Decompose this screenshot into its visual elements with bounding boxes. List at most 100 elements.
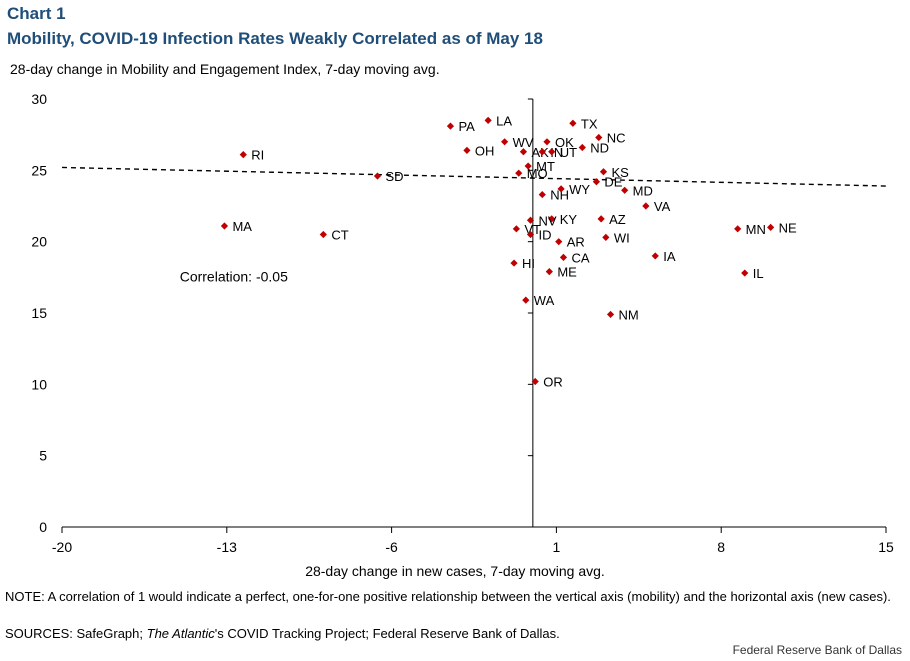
x-tick-label: 15 <box>878 539 894 555</box>
sources-italic: The Atlantic <box>146 626 215 641</box>
point-label-ok: OK <box>555 135 574 150</box>
point-ia <box>651 252 659 260</box>
sources-suffix: 's COVID Tracking Project; Federal Reser… <box>214 626 560 641</box>
point-id <box>526 230 535 239</box>
point-label-nv: NV <box>539 213 557 228</box>
point-label-nm: NM <box>619 307 639 322</box>
point-tx <box>569 119 577 127</box>
x-tick-label: -13 <box>217 539 237 555</box>
point-il <box>741 269 749 277</box>
point-label-ma: MA <box>232 219 252 234</box>
point-ks <box>599 168 608 176</box>
point-ok <box>543 138 551 146</box>
point-pa <box>446 122 455 130</box>
x-tick-label: 8 <box>717 539 725 555</box>
point-label-ia: IA <box>663 249 676 264</box>
point-label-oh: OH <box>475 143 495 158</box>
chart-title: Mobility, COVID-19 Infection Rates Weakl… <box>7 29 543 48</box>
point-label-ne: NE <box>779 220 797 235</box>
point-hi <box>510 259 518 267</box>
point-label-nd: ND <box>590 141 609 156</box>
point-wy <box>557 185 565 193</box>
point-label-ri: RI <box>251 148 264 163</box>
point-ri <box>239 151 247 159</box>
point-ar <box>555 238 563 246</box>
point-label-wy: WY <box>569 182 590 197</box>
point-sd <box>373 172 382 180</box>
point-oh <box>463 146 471 154</box>
point-label-hi: HI <box>522 256 535 271</box>
point-label-tx: TX <box>581 116 598 131</box>
point-mn <box>734 225 742 233</box>
y-tick-label: 30 <box>31 91 47 107</box>
point-wa <box>522 296 530 304</box>
point-label-az: AZ <box>609 212 626 227</box>
point-label-id: ID <box>539 228 552 243</box>
point-la <box>484 116 492 124</box>
point-me <box>545 268 553 276</box>
point-label-sd: SD <box>385 169 403 184</box>
x-tick-label: -6 <box>385 539 398 555</box>
point-nv <box>526 216 535 224</box>
chart-number: Chart 1 <box>7 4 66 23</box>
point-label-in: IN <box>550 145 563 160</box>
point-ak <box>519 148 528 156</box>
point-label-nh: NH <box>550 188 569 203</box>
point-label-ks: KS <box>611 165 629 180</box>
point-nm <box>606 310 615 319</box>
point-wv <box>501 138 509 146</box>
point-label-wi: WI <box>614 230 630 245</box>
point-or <box>531 377 539 386</box>
point-label-wv: WV <box>513 135 534 150</box>
y-tick-label: 5 <box>39 448 47 464</box>
y-tick-label: 15 <box>31 305 47 321</box>
y-tick-label: 0 <box>39 519 47 535</box>
y-tick-label: 25 <box>31 162 47 178</box>
point-az <box>597 215 605 223</box>
point-de <box>592 178 601 186</box>
point-label-wa: WA <box>534 293 555 308</box>
credit-line: Federal Reserve Bank of Dallas <box>732 643 902 657</box>
point-label-mo: MO <box>527 166 548 181</box>
point-ca <box>559 253 568 261</box>
point-label-de: DE <box>604 175 622 190</box>
point-va <box>642 202 650 210</box>
point-ky <box>548 215 556 223</box>
point-label-or: OR <box>543 374 563 389</box>
point-label-la: LA <box>496 113 512 128</box>
point-label-ar: AR <box>567 235 585 250</box>
point-label-ut: UT <box>560 145 577 160</box>
point-label-md: MD <box>633 183 653 198</box>
chart-note: NOTE: A correlation of 1 would indicate … <box>5 589 891 604</box>
data-points: RIMACTSDPALAWVOHTXNCOKNDAKINUTMTMOKSDEMD… <box>220 113 797 389</box>
point-in <box>538 148 546 156</box>
point-ut <box>548 148 556 156</box>
x-axis-label: 28-day change in new cases, 7-day moving… <box>305 563 605 579</box>
axes: -20 -13 -6 1 8 15 0 5 10 15 20 25 30 <box>31 91 894 555</box>
point-vt <box>512 225 520 233</box>
point-label-va: VA <box>654 199 671 214</box>
point-label-me: ME <box>557 265 577 280</box>
point-wi <box>602 233 610 241</box>
y-tick-label: 20 <box>31 234 47 250</box>
point-nd <box>578 143 586 152</box>
point-label-mt: MT <box>536 159 555 174</box>
point-ma <box>220 222 229 230</box>
point-label-ky: KY <box>560 212 578 227</box>
point-mo <box>515 169 523 177</box>
point-mt <box>524 162 532 170</box>
point-md <box>621 186 629 194</box>
point-label-pa: PA <box>458 119 475 134</box>
point-ne <box>767 223 775 231</box>
point-nh <box>538 190 546 199</box>
sources-prefix: SOURCES: SafeGraph; <box>5 626 147 641</box>
x-tick-label: 1 <box>553 539 561 555</box>
point-ct <box>319 230 327 239</box>
point-label-mn: MN <box>746 222 766 237</box>
correlation-annotation: Correlation: -0.05 <box>180 269 288 285</box>
y-tick-label: 10 <box>31 376 47 392</box>
point-label-nc: NC <box>607 131 626 146</box>
point-label-il: IL <box>753 266 764 281</box>
trendline-path <box>61 166 887 187</box>
